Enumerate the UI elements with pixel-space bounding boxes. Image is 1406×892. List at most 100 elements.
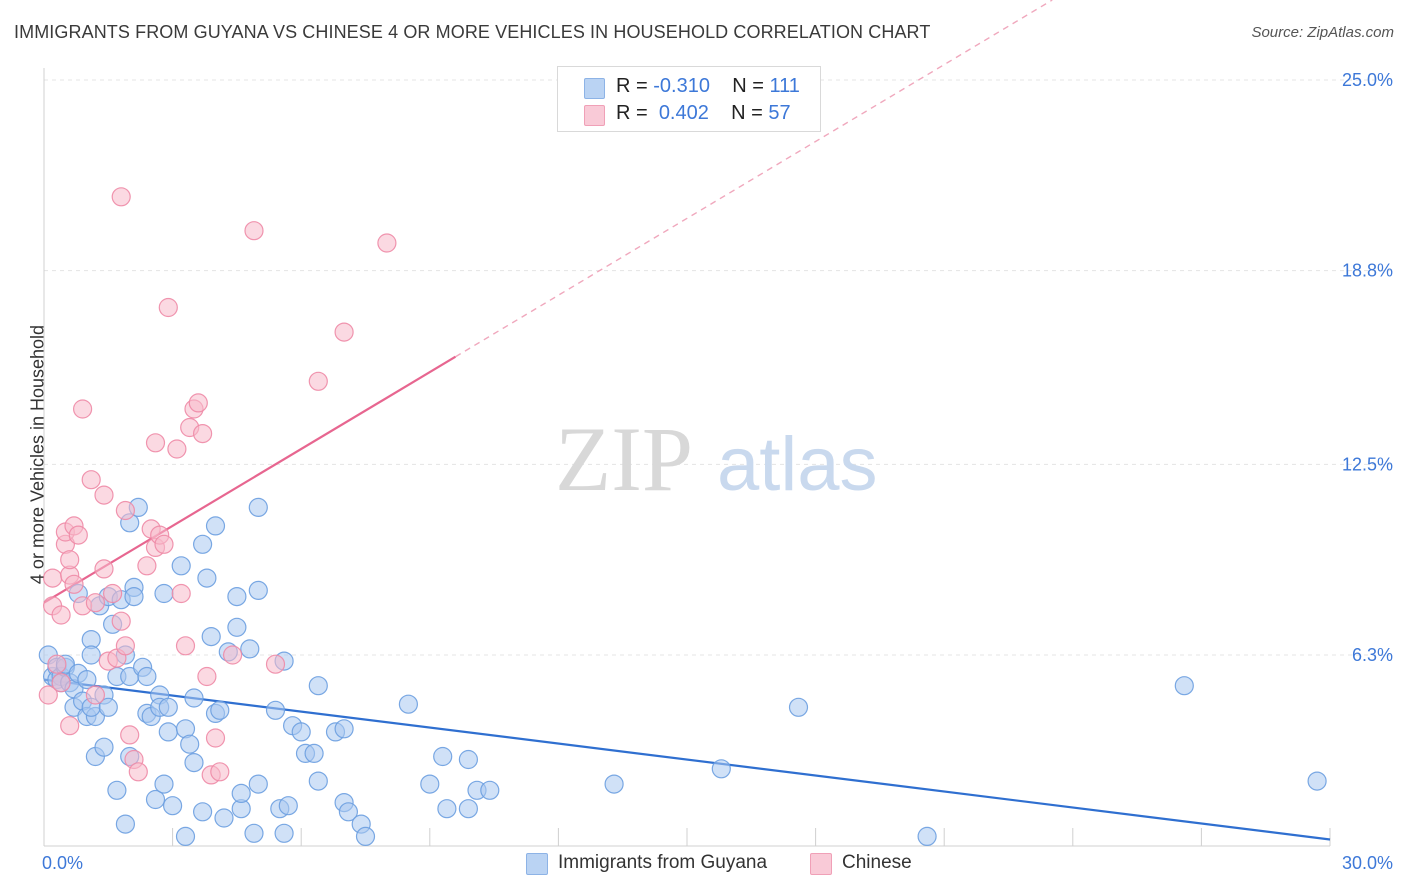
guyana-point bbox=[124, 586, 144, 607]
guyana-point bbox=[171, 556, 191, 576]
guyana-point bbox=[137, 666, 157, 687]
guyana-point bbox=[458, 799, 478, 819]
guyana-point bbox=[433, 746, 453, 767]
chinese-trend-line bbox=[43, 355, 457, 604]
chinese-point bbox=[51, 673, 71, 693]
guyana-point bbox=[480, 780, 500, 800]
guyana-point bbox=[184, 688, 204, 708]
guyana-point bbox=[248, 774, 268, 794]
guyana-point bbox=[154, 583, 174, 604]
guyana-point bbox=[265, 700, 286, 720]
chinese-point bbox=[137, 556, 157, 576]
guyana-point bbox=[175, 826, 196, 847]
chinese-point bbox=[60, 550, 80, 570]
guyana-point bbox=[81, 645, 101, 665]
chinese-point bbox=[111, 187, 131, 207]
guyana-point bbox=[304, 743, 324, 764]
guyana-point bbox=[308, 771, 328, 791]
chinese-point bbox=[85, 593, 106, 613]
guyana-point bbox=[210, 700, 230, 720]
guyana-point bbox=[398, 694, 418, 714]
chinese-point bbox=[197, 666, 217, 687]
trend-lines bbox=[43, 0, 1331, 841]
chinese-point bbox=[377, 233, 397, 253]
guyana-point bbox=[227, 586, 247, 607]
guyana-point bbox=[227, 617, 247, 637]
chinese-point bbox=[154, 534, 174, 554]
chinese-point bbox=[115, 636, 136, 656]
legend-n-value: 111 bbox=[769, 75, 800, 97]
chinese-point bbox=[38, 685, 58, 705]
guyana-point bbox=[201, 626, 221, 647]
legend-r-label: R = bbox=[616, 75, 648, 97]
guyana-point bbox=[145, 789, 166, 810]
guyana-point bbox=[1307, 771, 1327, 791]
guyana-point bbox=[248, 580, 268, 601]
guyana-point bbox=[788, 697, 809, 717]
chinese-point bbox=[64, 574, 84, 594]
chinese-point bbox=[205, 728, 226, 748]
x-tick-label: 0.0% bbox=[42, 853, 83, 873]
chinese-point bbox=[102, 583, 123, 604]
guyana-point bbox=[158, 722, 178, 742]
chinese-point bbox=[265, 654, 286, 674]
guyana-point bbox=[77, 669, 97, 690]
legend-n-value: 57 bbox=[768, 102, 791, 124]
chinese-point bbox=[171, 583, 191, 604]
bottom-legend-swatch-chinese bbox=[810, 853, 832, 875]
chinese-trend-extension bbox=[455, 0, 1053, 358]
chinese-point bbox=[85, 685, 106, 705]
guyana-point bbox=[193, 534, 213, 554]
chinese-point bbox=[111, 611, 131, 631]
bottom-legend-label-guyana: Immigrants from Guyana bbox=[558, 852, 768, 873]
chart-title: IMMIGRANTS FROM GUYANA VS CHINESE 4 OR M… bbox=[14, 22, 931, 42]
guyana-point bbox=[291, 722, 311, 742]
watermark-zip: ZIP bbox=[555, 408, 693, 510]
legend-swatch-guyana bbox=[584, 78, 605, 99]
guyana-point bbox=[355, 826, 376, 847]
chinese-point bbox=[188, 393, 208, 413]
guyana-point bbox=[107, 780, 127, 800]
chinese-point bbox=[210, 762, 230, 782]
guyana-point bbox=[274, 823, 294, 843]
bottom-legend-label-chinese: Chinese bbox=[842, 852, 912, 873]
guyana-point bbox=[94, 737, 114, 757]
chinese-point bbox=[81, 470, 101, 490]
chinese-point bbox=[193, 424, 213, 444]
guyana-point bbox=[308, 676, 328, 696]
chinese-point bbox=[72, 399, 93, 419]
y-axis-label: 4 or more Vehicles in Household bbox=[27, 324, 48, 585]
guyana-point bbox=[248, 497, 268, 517]
y-tick-label: 12.5% bbox=[1342, 454, 1393, 474]
guyana-point bbox=[115, 814, 136, 834]
guyana-point bbox=[205, 516, 226, 536]
guyana-point bbox=[184, 752, 204, 773]
chinese-point bbox=[244, 221, 264, 241]
guyana-point bbox=[244, 823, 264, 843]
y-tick-label: 18.8% bbox=[1342, 261, 1393, 281]
legend-n-label: N = bbox=[732, 75, 764, 97]
guyana-point bbox=[420, 774, 440, 794]
chinese-point bbox=[115, 500, 136, 521]
chinese-point bbox=[223, 645, 243, 665]
legend-r-value: -0.310 bbox=[653, 75, 710, 97]
y-tick-label: 25.0% bbox=[1342, 70, 1393, 90]
guyana-trend-line bbox=[43, 678, 1331, 841]
chinese-point bbox=[51, 605, 71, 625]
chinese-point bbox=[167, 439, 187, 459]
data-points bbox=[38, 187, 1327, 847]
guyana-point bbox=[154, 774, 174, 794]
chinese-point bbox=[175, 636, 196, 656]
guyana-point bbox=[197, 568, 217, 588]
guyana-point bbox=[231, 783, 251, 804]
guyana-point bbox=[458, 749, 478, 770]
axes bbox=[43, 68, 1331, 847]
guyana-point bbox=[278, 796, 298, 816]
chinese-point bbox=[334, 322, 354, 342]
guyana-point bbox=[98, 697, 118, 717]
guyana-point bbox=[1174, 676, 1194, 696]
guyana-point bbox=[711, 759, 731, 779]
guyana-point bbox=[917, 826, 937, 847]
chinese-point bbox=[94, 485, 114, 505]
